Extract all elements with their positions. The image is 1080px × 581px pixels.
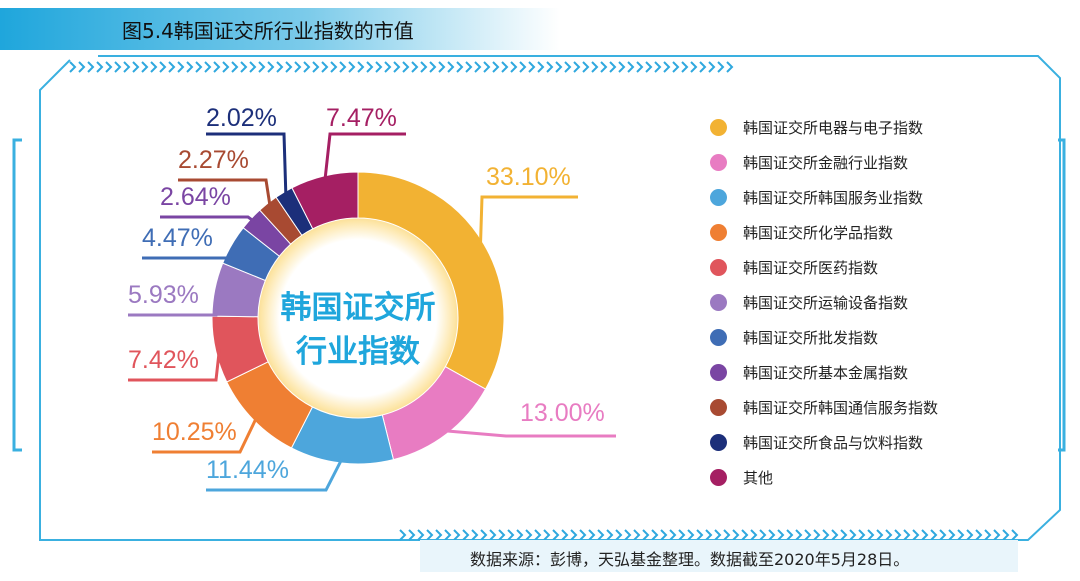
- legend-label: 韩国证交所批发指数: [743, 329, 879, 347]
- leader-line-4: [152, 416, 258, 454]
- legend-swatch: [710, 294, 727, 311]
- legend-swatch: [710, 434, 727, 451]
- donut-center-glow: [246, 206, 470, 430]
- donut-slice-11: [291, 171, 359, 230]
- leader-line-10: [206, 132, 288, 196]
- data-label-2: 13.00%: [520, 399, 605, 427]
- data-label-1: 33.10%: [486, 163, 571, 191]
- legend-item: 韩国证交所食品与饮料指数: [706, 429, 1036, 464]
- legend-item: 韩国证交所化学品指数: [706, 219, 1036, 254]
- legend-label: 韩国证交所食品与饮料指数: [743, 434, 924, 452]
- chart-title: 图5.4韩国证交所行业指数的市值: [122, 19, 414, 43]
- source-note: 数据来源：彭博，天弘基金整理。数据截至2020年5月28日。: [470, 550, 910, 569]
- data-label-6: 5.93%: [128, 281, 199, 309]
- legend-swatch: [710, 329, 727, 346]
- left-bracket: [12, 138, 22, 452]
- legend-label: 韩国证交所化学品指数: [743, 224, 894, 242]
- frame-outline: [39, 55, 1061, 541]
- legend-label: 韩国证交所韩国通信服务指数: [743, 399, 939, 417]
- donut-slice-1: [357, 171, 505, 390]
- legend-swatch: [710, 259, 727, 276]
- hatch-top: [69, 61, 734, 73]
- legend-label: 韩国证交所金融行业指数: [743, 154, 909, 172]
- leader-line-7: [142, 246, 237, 260]
- legend-label: 韩国证交所医药指数: [743, 259, 879, 277]
- source-bar: [420, 540, 1018, 572]
- leader-line-6: [128, 289, 221, 317]
- legend-swatch: [710, 119, 727, 136]
- data-label-11: 7.47%: [326, 104, 397, 132]
- legend-swatch: [710, 399, 727, 416]
- title-bar: [0, 8, 560, 50]
- legend-label: 其他: [743, 469, 774, 487]
- leader-line-8: [160, 215, 255, 223]
- legend-label: 韩国证交所运输设备指数: [743, 294, 909, 312]
- legend: 韩国证交所电器与电子指数 韩国证交所金融行业指数 韩国证交所韩国服务业指数 韩国证交所…: [706, 114, 1036, 499]
- data-label-5: 7.42%: [128, 346, 199, 374]
- legend-item: 韩国证交所运输设备指数: [706, 289, 1036, 324]
- legend-item: 韩国证交所韩国通信服务指数: [706, 394, 1036, 429]
- legend-item: 韩国证交所批发指数: [706, 324, 1036, 359]
- leader-line-9: [178, 178, 272, 207]
- legend-swatch: [710, 364, 727, 381]
- legend-item: 韩国证交所医药指数: [706, 254, 1036, 289]
- center-label-line1: 韩国证交所: [280, 290, 436, 326]
- legend-label: 韩国证交所电器与电子指数: [743, 119, 924, 137]
- legend-label: 韩国证交所韩国服务业指数: [743, 189, 924, 207]
- hatch-bottom: [399, 529, 1019, 541]
- center-label-line2: 行业指数: [296, 334, 420, 370]
- legend-swatch: [710, 224, 727, 241]
- leader-line-2: [444, 429, 616, 438]
- data-label-7: 4.47%: [142, 224, 213, 252]
- legend-label: 韩国证交所基本金属指数: [743, 364, 909, 382]
- leader-line-11: [323, 132, 406, 181]
- data-label-8: 2.64%: [160, 183, 231, 211]
- legend-swatch: [710, 154, 727, 171]
- right-bracket: [1058, 138, 1066, 452]
- data-label-3: 11.44%: [206, 456, 289, 484]
- legend-swatch: [710, 469, 727, 486]
- leader-line-5: [128, 348, 221, 382]
- legend-swatch: [710, 189, 727, 206]
- legend-item: 韩国证交所金融行业指数: [706, 149, 1036, 184]
- legend-item: 韩国证交所电器与电子指数: [706, 114, 1036, 149]
- legend-item: 韩国证交所韩国服务业指数: [706, 184, 1036, 219]
- legend-item: 韩国证交所基本金属指数: [706, 359, 1036, 394]
- data-label-9: 2.27%: [178, 146, 249, 174]
- legend-item: 其他: [706, 464, 1036, 499]
- data-label-10: 2.02%: [206, 104, 277, 132]
- donut-center-label: 韩国证交所 行业指数: [258, 286, 458, 374]
- leader-line-1: [478, 195, 578, 247]
- leader-line-3: [206, 458, 344, 492]
- data-label-4: 10.25%: [152, 418, 237, 446]
